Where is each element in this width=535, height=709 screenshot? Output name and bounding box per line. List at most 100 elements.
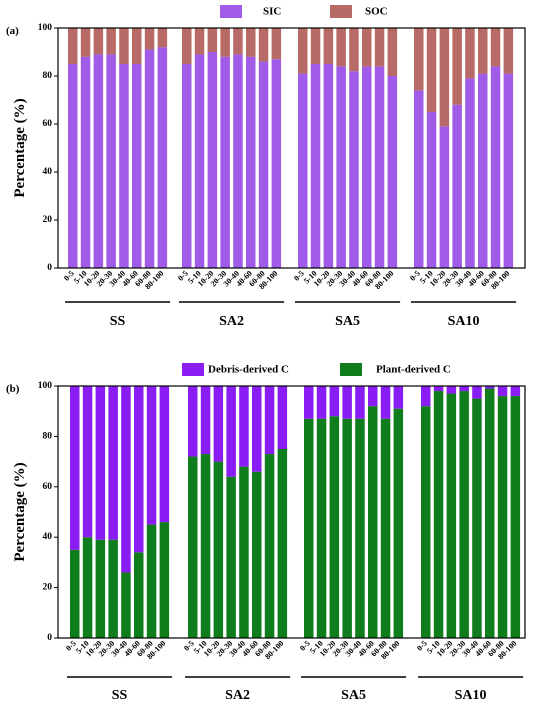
y-tick-label: 20 <box>43 215 53 225</box>
bar-sa10-40-60-debris-derived-c <box>485 386 495 389</box>
bar-sa10-20-30-soc <box>452 28 462 105</box>
bar-ss-30-40-soc <box>119 28 129 64</box>
bar-sa5-30-40-sic <box>349 71 359 268</box>
bar-ss-20-30-debris-derived-c <box>108 386 118 540</box>
panel-label: (a) <box>6 25 19 37</box>
bar-sa2-5-10-debris-derived-c <box>200 386 211 455</box>
bar-sa10-5-10-soc <box>426 28 437 112</box>
bar-sa2-5-10-soc <box>194 28 205 55</box>
bar-sa5-10-20-plant-derived-c <box>329 416 340 638</box>
bar-sa5-20-30-soc <box>336 28 346 67</box>
bar-ss-30-40-sic <box>119 64 129 268</box>
legend-label: SOC <box>365 6 388 18</box>
bar-sa2-40-60-plant-derived-c <box>252 471 262 638</box>
y-tick-label: 100 <box>38 381 53 391</box>
bar-sa2-0-5-sic <box>182 64 192 268</box>
bar-sa5-40-60-debris-derived-c <box>368 386 378 407</box>
bar-sa10-60-80-soc <box>490 28 501 67</box>
bar-sa10-30-40-sic <box>465 78 475 269</box>
bar-ss-0-5-debris-derived-c <box>70 386 80 550</box>
bar-sa10-30-40-plant-derived-c <box>472 398 482 638</box>
bar-ss-10-20-soc <box>93 28 104 55</box>
bar-sa2-0-5-debris-derived-c <box>188 386 198 457</box>
bar-sa2-40-60-soc <box>246 28 256 57</box>
bar-sa5-80-100-sic <box>387 76 398 268</box>
bar-ss-80-100-soc <box>157 28 168 48</box>
bar-sa5-5-10-plant-derived-c <box>316 418 327 638</box>
bar-sa2-5-10-sic <box>194 54 205 269</box>
bar-sa10-80-100-debris-derived-c <box>510 386 521 397</box>
bar-sa5-10-20-sic <box>323 64 334 268</box>
bar-sa2-30-40-soc <box>233 28 243 55</box>
bar-sa2-30-40-debris-derived-c <box>239 386 249 467</box>
bar-sa2-60-80-plant-derived-c <box>264 454 275 638</box>
bar-sa10-5-10-sic <box>426 112 437 268</box>
bar-sa2-20-30-plant-derived-c <box>226 476 236 638</box>
bar-ss-80-100-plant-derived-c <box>159 522 170 638</box>
y-tick-label: 0 <box>47 633 52 643</box>
bar-ss-60-80-debris-derived-c <box>146 386 157 525</box>
group-label: SS <box>110 314 126 329</box>
bar-sa5-0-5-plant-derived-c <box>304 418 314 638</box>
legend-label: SIC <box>263 6 281 18</box>
bar-sa5-40-60-sic <box>362 66 372 269</box>
bar-sa2-5-10-plant-derived-c <box>200 454 211 638</box>
y-tick-label: 80 <box>43 431 53 441</box>
bar-ss-40-60-sic <box>132 64 142 268</box>
bar-ss-5-10-sic <box>80 56 91 268</box>
bar-sa10-40-60-sic <box>478 73 488 268</box>
chart-panel-a: 0-55-1010-2020-3030-4040-6060-8080-100SS… <box>6 5 526 329</box>
bar-sa2-30-40-sic <box>233 54 243 269</box>
bar-sa10-0-5-sic <box>414 90 424 269</box>
bar-ss-60-80-soc <box>144 28 155 50</box>
bar-sa5-10-20-debris-derived-c <box>329 386 340 417</box>
bar-sa5-60-80-sic <box>374 66 385 269</box>
bar-ss-20-30-plant-derived-c <box>108 539 118 638</box>
group-label: SA10 <box>455 688 487 703</box>
bar-sa10-5-10-plant-derived-c <box>433 391 444 638</box>
y-tick-label: 0 <box>47 263 52 273</box>
bar-ss-60-80-sic <box>144 49 155 268</box>
bar-sa2-40-60-sic <box>246 56 256 268</box>
bar-sa10-0-5-debris-derived-c <box>421 386 431 407</box>
bar-sa10-80-100-soc <box>503 28 514 74</box>
bar-sa10-30-40-soc <box>465 28 475 79</box>
bar-ss-60-80-plant-derived-c <box>146 524 157 638</box>
bar-ss-20-30-sic <box>106 54 116 269</box>
bar-sa5-80-100-debris-derived-c <box>393 386 404 409</box>
bar-sa10-60-80-sic <box>490 66 501 269</box>
bar-sa5-5-10-soc <box>310 28 321 64</box>
y-tick-label: 40 <box>43 532 53 542</box>
group-label: SA5 <box>341 688 366 703</box>
legend-swatch <box>220 5 242 18</box>
bar-sa10-20-30-plant-derived-c <box>459 391 469 638</box>
panel-label: (b) <box>6 383 20 395</box>
bar-sa5-80-100-plant-derived-c <box>393 408 404 638</box>
bar-sa2-20-30-debris-derived-c <box>226 386 236 477</box>
bar-sa5-60-80-soc <box>374 28 385 67</box>
plot-frame <box>57 27 526 269</box>
bar-sa10-20-30-sic <box>452 104 462 268</box>
group-label: SA10 <box>448 314 480 329</box>
bar-sa10-80-100-sic <box>503 73 514 268</box>
bar-sa2-20-30-sic <box>220 56 230 268</box>
legend-swatch <box>340 363 362 376</box>
group-label: SA2 <box>225 688 250 703</box>
legend-label: Debris-derived C <box>208 364 289 376</box>
bar-sa10-20-30-debris-derived-c <box>459 386 469 392</box>
bar-sa5-0-5-sic <box>298 73 308 268</box>
chart-panel-b: 0-55-1010-2020-3030-4040-6060-8080-100SS… <box>6 363 526 703</box>
bar-sa5-40-60-plant-derived-c <box>368 406 378 638</box>
bar-sa10-10-20-plant-derived-c <box>446 393 457 638</box>
bar-sa10-40-60-plant-derived-c <box>485 388 495 638</box>
bar-sa5-80-100-soc <box>387 28 398 76</box>
bar-sa5-10-20-soc <box>323 28 334 64</box>
bar-ss-10-20-plant-derived-c <box>95 539 106 638</box>
y-axis-label: Percentage (%) <box>12 462 28 561</box>
bar-sa2-10-20-sic <box>207 52 218 268</box>
bar-sa2-0-5-soc <box>182 28 192 64</box>
bar-sa5-0-5-soc <box>298 28 308 74</box>
bar-sa2-80-100-sic <box>271 59 282 269</box>
group-label: SA2 <box>219 314 244 329</box>
